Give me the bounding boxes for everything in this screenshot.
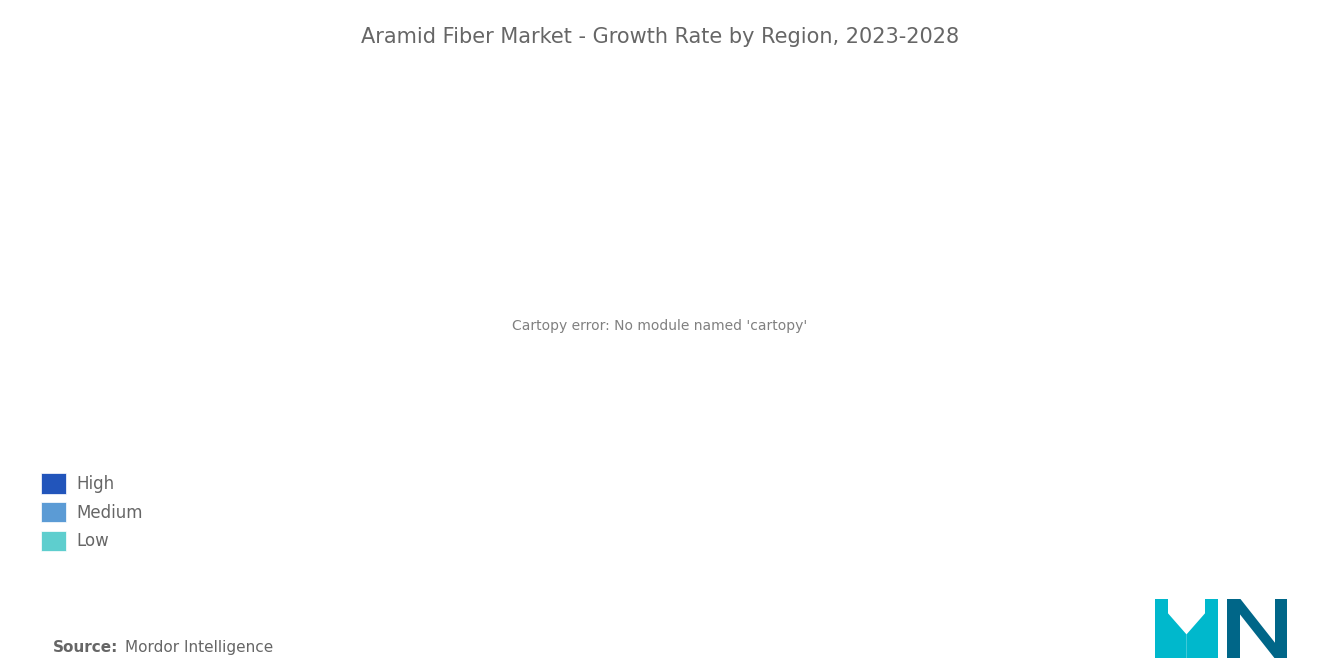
Polygon shape — [1275, 598, 1287, 658]
Text: Mordor Intelligence: Mordor Intelligence — [125, 640, 273, 655]
Text: Source:: Source: — [53, 640, 119, 655]
Polygon shape — [1228, 598, 1287, 658]
Legend: High, Medium, Low: High, Medium, Low — [34, 467, 149, 558]
Polygon shape — [1155, 598, 1187, 658]
Polygon shape — [1187, 598, 1218, 658]
Polygon shape — [1228, 598, 1239, 658]
Polygon shape — [1205, 598, 1218, 658]
Polygon shape — [1155, 598, 1168, 658]
Text: Aramid Fiber Market - Growth Rate by Region, 2023-2028: Aramid Fiber Market - Growth Rate by Reg… — [360, 27, 960, 47]
Text: Cartopy error: No module named 'cartopy': Cartopy error: No module named 'cartopy' — [512, 319, 808, 333]
